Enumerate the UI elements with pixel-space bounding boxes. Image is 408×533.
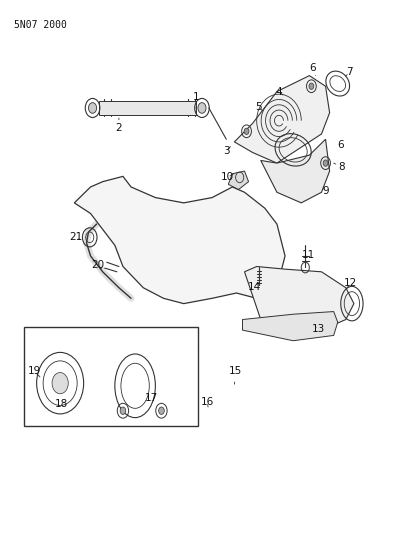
Text: 5: 5 bbox=[255, 102, 263, 112]
Circle shape bbox=[159, 407, 164, 415]
Polygon shape bbox=[228, 171, 248, 190]
Text: 4: 4 bbox=[276, 86, 283, 96]
Text: 13: 13 bbox=[312, 324, 325, 334]
Text: 15: 15 bbox=[229, 367, 242, 384]
Text: 14: 14 bbox=[248, 281, 261, 292]
Text: 8: 8 bbox=[334, 162, 345, 172]
Text: 12: 12 bbox=[344, 278, 357, 288]
Text: 19: 19 bbox=[28, 367, 41, 377]
Bar bbox=[99, 101, 196, 115]
Circle shape bbox=[120, 407, 126, 415]
Polygon shape bbox=[74, 176, 285, 304]
Text: 18: 18 bbox=[55, 399, 68, 409]
Text: 21: 21 bbox=[70, 232, 83, 243]
Polygon shape bbox=[80, 381, 95, 391]
Text: 3: 3 bbox=[223, 146, 231, 156]
Circle shape bbox=[309, 83, 314, 90]
Polygon shape bbox=[244, 266, 354, 333]
Text: 11: 11 bbox=[302, 250, 315, 260]
Bar bbox=[24, 327, 198, 425]
Text: 6: 6 bbox=[338, 140, 344, 150]
Circle shape bbox=[323, 160, 328, 166]
Circle shape bbox=[198, 103, 206, 114]
Text: 7: 7 bbox=[346, 68, 353, 77]
Text: 5N07 2000: 5N07 2000 bbox=[13, 20, 67, 30]
Polygon shape bbox=[261, 139, 330, 203]
Circle shape bbox=[244, 128, 249, 134]
Text: 10: 10 bbox=[221, 172, 234, 182]
Text: 1: 1 bbox=[193, 92, 199, 108]
Text: 20: 20 bbox=[91, 261, 104, 270]
Text: 17: 17 bbox=[145, 393, 158, 403]
Circle shape bbox=[52, 373, 68, 394]
Text: 16: 16 bbox=[201, 397, 214, 407]
Text: 6: 6 bbox=[309, 63, 316, 76]
Polygon shape bbox=[234, 76, 330, 163]
Circle shape bbox=[89, 103, 97, 114]
Polygon shape bbox=[242, 312, 338, 341]
Text: 9: 9 bbox=[322, 186, 329, 196]
Text: 2: 2 bbox=[115, 118, 122, 133]
